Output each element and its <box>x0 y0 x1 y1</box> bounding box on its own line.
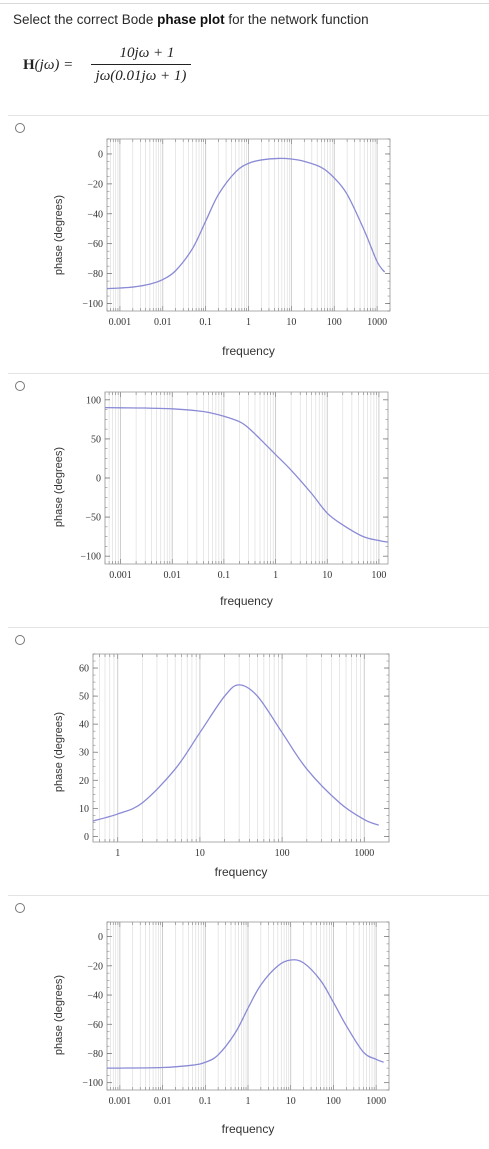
plot-grid <box>106 922 390 1090</box>
x-axis-label: frequency <box>220 594 273 608</box>
x-tick-label: 100 <box>275 848 290 859</box>
x-tick-label: 100 <box>326 1096 341 1107</box>
plot-frame <box>92 653 390 843</box>
x-axis-label: frequency <box>222 344 275 358</box>
option-divider <box>8 627 489 628</box>
x-tick-label: 100 <box>371 570 386 581</box>
plot-frame <box>104 391 389 565</box>
phase-curve <box>104 406 389 543</box>
y-tick-label: −50 <box>85 513 101 524</box>
y-axis-label: phase (degrees) <box>53 447 65 527</box>
y-tick-label: −20 <box>87 961 103 972</box>
question-text: Select the correct Bode phase plot for t… <box>13 12 369 27</box>
y-tick-label: 40 <box>79 720 89 731</box>
plot-grid <box>106 139 391 311</box>
x-tick-label: 1 <box>115 848 120 859</box>
y-tick-label: 0 <box>98 932 103 943</box>
y-tick-label: −80 <box>87 1049 103 1060</box>
y-tick-label: 10 <box>79 804 89 815</box>
answer-option[interactable]: 0 −20 −40 −60 −80 −100 0.001 0.01 0.1 1 10 100 1000 p… <box>0 895 489 1149</box>
x-tick-label: 10 <box>322 570 332 581</box>
x-axis-label: frequency <box>215 865 268 879</box>
option-radio-button[interactable] <box>15 903 25 913</box>
x-tick-label: 1000 <box>354 848 374 859</box>
y-tick-label: −40 <box>87 209 103 220</box>
question-prefix: Select the correct Bode <box>13 12 158 27</box>
plot-frame <box>106 138 391 312</box>
plot-frame <box>106 921 390 1091</box>
phase-curve <box>92 684 379 826</box>
network-function-formula: H(jω) = 10jω + 1 jω(0.01jω + 1) <box>23 44 253 90</box>
question-suffix: for the network function <box>224 12 369 27</box>
x-tick-label: 0.001 <box>109 1096 132 1107</box>
option-radio-button[interactable] <box>15 635 25 645</box>
fraction-bar <box>91 64 191 65</box>
x-tick-label: 0.1 <box>218 570 231 581</box>
y-axis-label: phase (degrees) <box>53 195 65 275</box>
answer-option[interactable]: 0 −20 −40 −60 −80 −100 0.001 0.01 0.1 1 10 100 1000 p… <box>0 115 489 373</box>
y-tick-label: 0 <box>98 149 103 160</box>
x-tick-label: 10 <box>195 848 205 859</box>
x-axis-label: frequency <box>222 1122 275 1136</box>
question-bold: phase plot <box>157 12 225 27</box>
y-tick-label: −60 <box>87 1020 103 1031</box>
x-tick-label: 10 <box>286 317 296 328</box>
option-divider <box>8 115 489 116</box>
y-tick-label: 30 <box>79 748 89 759</box>
top-divider <box>0 3 489 4</box>
x-tick-label: 1 <box>246 317 251 328</box>
y-tick-label: 20 <box>79 776 89 787</box>
y-tick-label: 0 <box>84 832 89 843</box>
answer-option[interactable]: 100 50 0 −50 −100 0.001 0.01 0.1 1 10 100 phase (de… <box>0 373 489 629</box>
x-tick-label: 0.01 <box>154 317 172 328</box>
y-tick-label: −60 <box>87 239 103 250</box>
phase-curve <box>106 959 384 1069</box>
x-tick-label: 0.001 <box>109 570 132 581</box>
bode-phase-plot: 0 −20 −40 −60 −80 −100 0.001 0.01 0.1 1 10 100 1000 p… <box>53 138 391 358</box>
y-tick-label: −100 <box>82 299 103 310</box>
x-tick-label: 0.1 <box>199 317 212 328</box>
x-tick-label: 1000 <box>367 317 387 328</box>
y-tick-label: 100 <box>86 395 101 406</box>
y-tick-label: −40 <box>87 991 103 1002</box>
y-tick-label: −20 <box>87 179 103 190</box>
option-radio-button[interactable] <box>15 381 25 391</box>
option-radio-button[interactable] <box>15 123 25 133</box>
x-tick-label: 0.01 <box>154 1096 172 1107</box>
y-axis-label: phase (degrees) <box>53 712 65 792</box>
x-tick-label: 10 <box>286 1096 296 1107</box>
option-divider <box>8 895 489 896</box>
y-tick-label: 50 <box>91 434 101 445</box>
formula-lhs-h: H <box>23 57 35 73</box>
y-tick-label: −80 <box>87 269 103 280</box>
phase-curve <box>106 157 386 290</box>
y-tick-label: −100 <box>80 552 101 563</box>
y-tick-label: 50 <box>79 692 89 703</box>
formula-lhs-rest: (jω) = <box>34 57 74 73</box>
formula-numerator: 10jω + 1 <box>119 45 175 61</box>
y-tick-label: 0 <box>96 474 101 485</box>
x-tick-label: 1 <box>246 1096 251 1107</box>
bode-phase-plot: 100 50 0 −50 −100 0.001 0.01 0.1 1 10 100 phase (de… <box>53 391 389 608</box>
formula-lhs: H(jω) = <box>23 57 73 74</box>
answer-option[interactable]: 60 50 40 30 20 10 0 1 10 100 1000 phase (degrees) fr… <box>0 627 489 895</box>
option-divider <box>8 373 489 374</box>
x-tick-label: 100 <box>327 317 342 328</box>
plot-grid <box>92 654 390 842</box>
x-tick-label: 0.01 <box>163 570 181 581</box>
x-tick-label: 1000 <box>366 1096 386 1107</box>
x-tick-label: 1 <box>273 570 278 581</box>
x-tick-label: 0.001 <box>109 317 132 328</box>
plot-grid <box>104 392 380 564</box>
x-tick-label: 0.1 <box>199 1096 212 1107</box>
formula-fraction: 10jω + 1 jω(0.01jω + 1) <box>91 44 191 86</box>
y-tick-label: 60 <box>79 664 89 675</box>
y-axis-label: phase (degrees) <box>53 975 65 1055</box>
y-tick-label: −100 <box>82 1078 103 1089</box>
bode-phase-plot: 0 −20 −40 −60 −80 −100 0.001 0.01 0.1 1 10 100 1000 p… <box>53 921 390 1136</box>
formula-denominator: jω(0.01jω + 1) <box>95 68 187 84</box>
